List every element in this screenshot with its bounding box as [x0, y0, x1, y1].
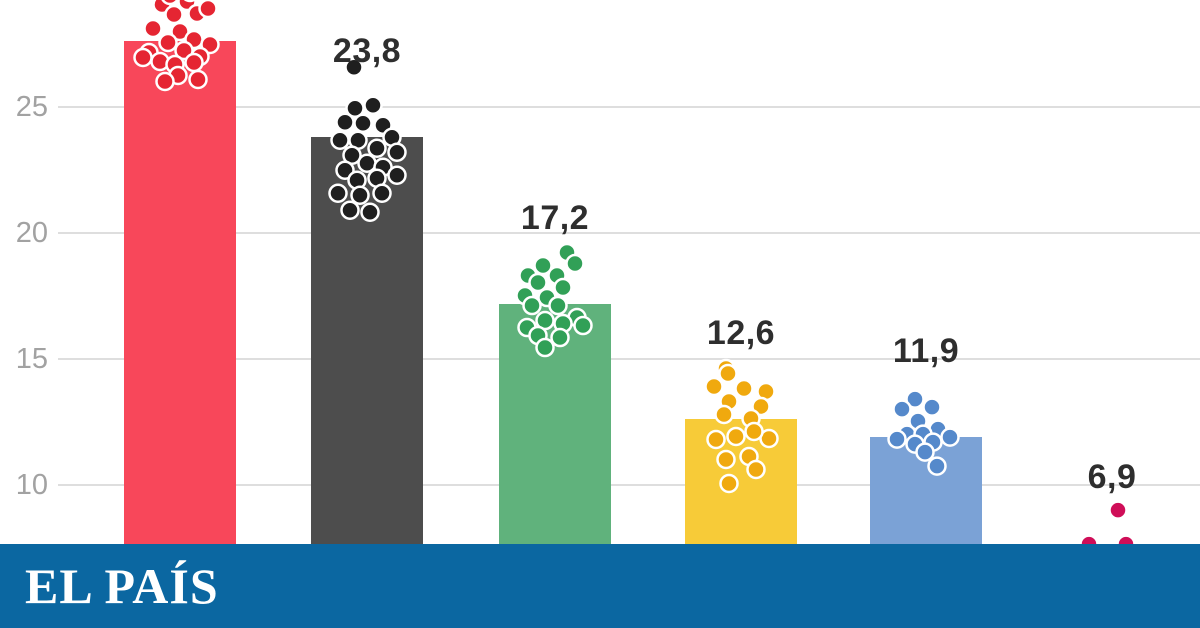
bar-series-1-red	[124, 41, 236, 628]
poll-dot-series-4-yellow	[746, 459, 766, 480]
poll-dot-series-4-yellow	[734, 378, 754, 399]
poll-dot-series-3-green	[553, 277, 573, 298]
poll-dot-series-4-yellow	[716, 449, 736, 470]
poll-dot-series-2-dark	[363, 95, 383, 115]
poll-dot-series-3-green	[565, 253, 585, 274]
poll-dot-series-1-red	[183, 0, 197, 3]
poll-dot-series-3-green	[522, 295, 542, 316]
poll-dot-series-2-dark	[372, 183, 392, 203]
value-label-series-3-green: 17,2	[520, 198, 590, 237]
poll-dot-series-3-green	[533, 255, 553, 276]
y-axis-tick-label: 20	[15, 217, 48, 249]
poll-dot-series-1-red	[143, 18, 163, 39]
poll-dot-series-1-red	[184, 52, 204, 73]
poll-dot-series-3-green	[550, 327, 570, 348]
poll-dot-series-5-blue	[927, 456, 947, 476]
poll-dot-series-4-yellow	[704, 376, 724, 397]
poll-dot-series-1-red	[198, 0, 218, 19]
poll-dot-series-4-yellow	[719, 473, 739, 494]
poll-dot-series-2-dark	[353, 113, 373, 133]
poll-dot-series-6-magenta	[1108, 500, 1128, 520]
value-label-series-4-yellow: 12,6	[706, 314, 776, 353]
poll-dot-series-2-dark	[330, 130, 350, 150]
poll-dot-series-3-green	[535, 337, 555, 358]
poll-dot-series-2-dark	[340, 200, 360, 220]
poll-dot-series-4-yellow	[718, 363, 738, 384]
poll-dot-series-2-dark	[387, 142, 407, 162]
poll-dot-series-1-red	[164, 4, 184, 25]
poll-dot-series-4-yellow	[726, 426, 746, 447]
poll-dot-series-1-red	[161, 0, 179, 6]
poll-dot-series-5-blue	[887, 429, 907, 449]
el-pais-logo: EL PAÍS	[25, 558, 219, 614]
poll-dot-series-5-blue	[915, 442, 935, 462]
poll-dot-series-3-green	[528, 272, 548, 293]
poll-dot-series-2-dark	[350, 185, 370, 205]
brand-banner: EL PAÍS	[0, 544, 1200, 628]
y-axis-tick-label: 10	[15, 469, 48, 501]
poll-dot-series-5-blue	[922, 397, 942, 417]
y-axis-tick-label: 25	[15, 91, 48, 123]
value-label-series-2-dark: 23,8	[332, 32, 402, 71]
poll-dot-series-2-dark	[360, 202, 380, 222]
poll-dot-series-2-dark	[345, 98, 365, 118]
poll-dot-series-1-red	[188, 69, 208, 90]
poll-dot-series-1-red	[133, 47, 153, 68]
gridline	[58, 106, 1200, 108]
value-label-series-6-magenta: 6,9	[1087, 458, 1137, 497]
poll-dot-series-5-blue	[905, 389, 925, 409]
poll-dot-series-1-red	[155, 71, 175, 92]
poll-dot-series-2-dark	[357, 153, 377, 173]
poll-dot-series-2-dark	[387, 165, 407, 185]
poll-dot-series-4-yellow	[744, 421, 764, 442]
poll-dot-series-4-yellow	[706, 429, 726, 450]
value-label-series-5-blue: 11,9	[892, 332, 960, 371]
poll-dot-series-5-blue	[940, 427, 960, 447]
gridline	[58, 358, 1200, 360]
poll-dot-series-5-blue	[892, 399, 912, 419]
poll-dot-series-3-green	[548, 295, 568, 316]
poll-dot-series-2-dark	[335, 112, 355, 132]
poll-dot-series-1-red	[158, 32, 178, 53]
y-axis-tick-label: 15	[15, 343, 48, 375]
gridline	[58, 484, 1200, 486]
poll-dot-series-2-dark	[328, 183, 348, 203]
poll-dot-series-2-dark	[344, 57, 364, 77]
poll-dot-series-2-dark	[367, 138, 387, 158]
poll-dot-series-3-green	[573, 315, 593, 336]
poll-dot-series-4-yellow	[714, 404, 734, 425]
gridline	[58, 232, 1200, 234]
